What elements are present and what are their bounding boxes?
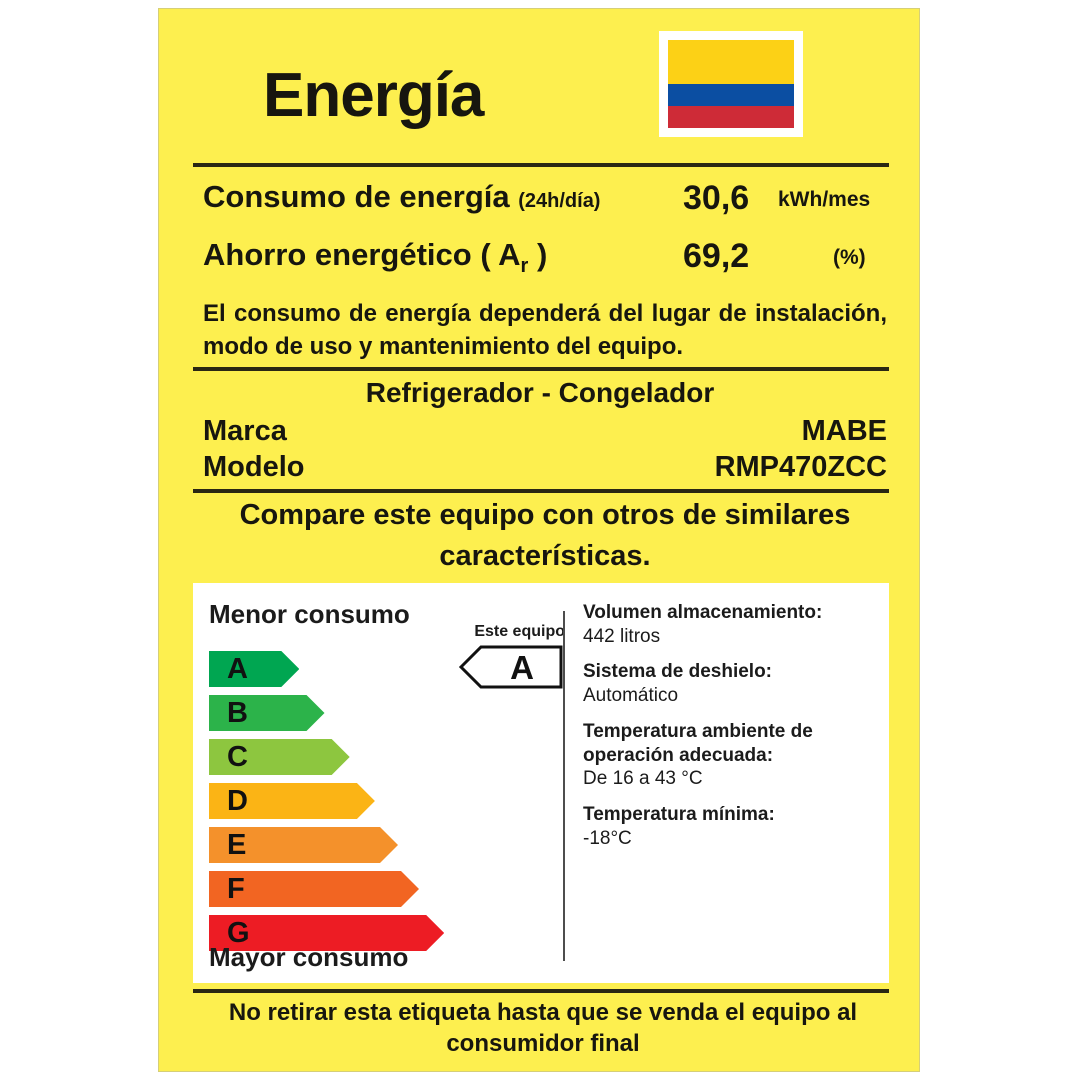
scale-row: E xyxy=(209,827,549,867)
spec-value: -18°C xyxy=(583,827,632,849)
scale-arrow-d: D xyxy=(209,783,375,819)
model-value: RMP470ZCC xyxy=(714,451,887,483)
scale-top-label: Menor consumo xyxy=(209,599,410,629)
scale-arrow-e: E xyxy=(209,827,398,863)
product-type: Refrigerador - Congelador xyxy=(365,377,715,408)
consumption-sublabel: (24h/día) xyxy=(518,190,601,212)
flag-stripe-blue xyxy=(668,84,794,106)
savings-unit: (%) xyxy=(833,246,866,269)
metric-row-consumption: Consumo de energía (24h/día) 30,6 kWh/me… xyxy=(193,179,893,231)
savings-value: 69,2 xyxy=(683,237,750,275)
divider-note xyxy=(193,367,889,371)
scale-arrow-a: A xyxy=(209,651,299,687)
scale-arrow-b: B xyxy=(209,695,325,731)
flag-stripe-red xyxy=(668,106,794,128)
scale-row: D xyxy=(209,783,549,823)
spec-key: Temperatura mínima: xyxy=(583,804,775,826)
spec-value: Automático xyxy=(583,685,679,707)
this-unit-indicator: Este equipo A xyxy=(459,623,569,690)
metric-row-savings: Ahorro energético ( Ar ) 69,2 (%) xyxy=(193,237,893,289)
scale-letter: B xyxy=(227,696,248,729)
brand-row: Marca MABE xyxy=(193,415,893,453)
scale-letter: E xyxy=(227,828,247,861)
consumption-value: 30,6 xyxy=(683,179,750,217)
scale-panel: Menor consumo A B C D xyxy=(193,583,889,983)
scale-letter: G xyxy=(227,916,250,949)
spec-item-min-temp: Temperatura mínima: -18°C xyxy=(583,803,873,851)
scale-row: C xyxy=(209,739,549,779)
colombia-flag-icon xyxy=(659,31,803,137)
consumption-unit: kWh/mes xyxy=(778,188,871,211)
brand-key: Marca xyxy=(203,415,287,447)
page-title: Energía xyxy=(263,61,484,130)
scale-row: G xyxy=(209,915,549,955)
savings-symbol: ( Ar ) xyxy=(480,237,548,278)
this-unit-badge: A xyxy=(459,644,563,690)
scale-arrow-g: G xyxy=(209,915,444,951)
flag-stripe-yellow xyxy=(668,40,794,84)
scale-arrow-c: C xyxy=(209,739,350,775)
scale-letter: D xyxy=(227,784,248,817)
spec-list: Volumen almacenamiento: 442 litros Siste… xyxy=(583,601,873,863)
consumption-label: Consumo de energía (24h/día) xyxy=(203,179,600,215)
energy-label-card: Energía Consumo de energía (24h/día) 30,… xyxy=(158,8,920,1072)
label-header: Energía xyxy=(159,9,921,161)
brand-value: MABE xyxy=(801,415,887,447)
scale-letter: C xyxy=(227,740,248,773)
divider-header xyxy=(193,163,889,167)
spec-item-volume: Volumen almacenamiento: 442 litros xyxy=(583,601,873,649)
energy-scale: A B C D E xyxy=(209,651,549,959)
scale-row: A xyxy=(209,651,549,691)
consumption-label-text: Consumo de energía xyxy=(203,179,510,214)
divider-footer xyxy=(193,989,889,993)
scale-arrow-f: F xyxy=(209,871,419,907)
spec-key: Temperatura ambiente de operación adecua… xyxy=(583,720,813,766)
panel-divider xyxy=(563,611,565,961)
this-unit-grade: A xyxy=(510,648,534,686)
spec-key: Sistema de deshielo: xyxy=(583,661,773,683)
left-chevron-icon xyxy=(459,645,563,689)
model-key: Modelo xyxy=(203,451,305,483)
savings-label-text: Ahorro energético xyxy=(203,237,472,272)
scale-letter: A xyxy=(227,652,248,685)
savings-label: Ahorro energético ( Ar ) xyxy=(203,237,547,278)
spec-value: 442 litros xyxy=(583,625,661,647)
scale-row: F xyxy=(209,871,549,911)
model-row: Modelo RMP470ZCC xyxy=(193,451,893,489)
spec-item-ambient-temp: Temperatura ambiente de operación adecua… xyxy=(583,720,873,792)
scale-bottom-label: Mayor consumo xyxy=(209,942,409,972)
compare-text: Compare este equipo con otros de similar… xyxy=(239,499,851,573)
scale-row: B xyxy=(209,695,549,735)
spec-item-defrost: Sistema de deshielo: Automático xyxy=(583,660,873,708)
installation-note: El consumo de energía dependerá del luga… xyxy=(203,300,887,361)
this-unit-caption: Este equipo xyxy=(474,623,565,640)
spec-key: Volumen almacenamiento: xyxy=(583,602,823,623)
footer-warning: No retirar esta etiqueta hasta que se ve… xyxy=(228,999,858,1058)
scale-letter: F xyxy=(227,872,245,905)
divider-product xyxy=(193,489,889,493)
spec-value: De 16 a 43 °C xyxy=(583,768,703,790)
